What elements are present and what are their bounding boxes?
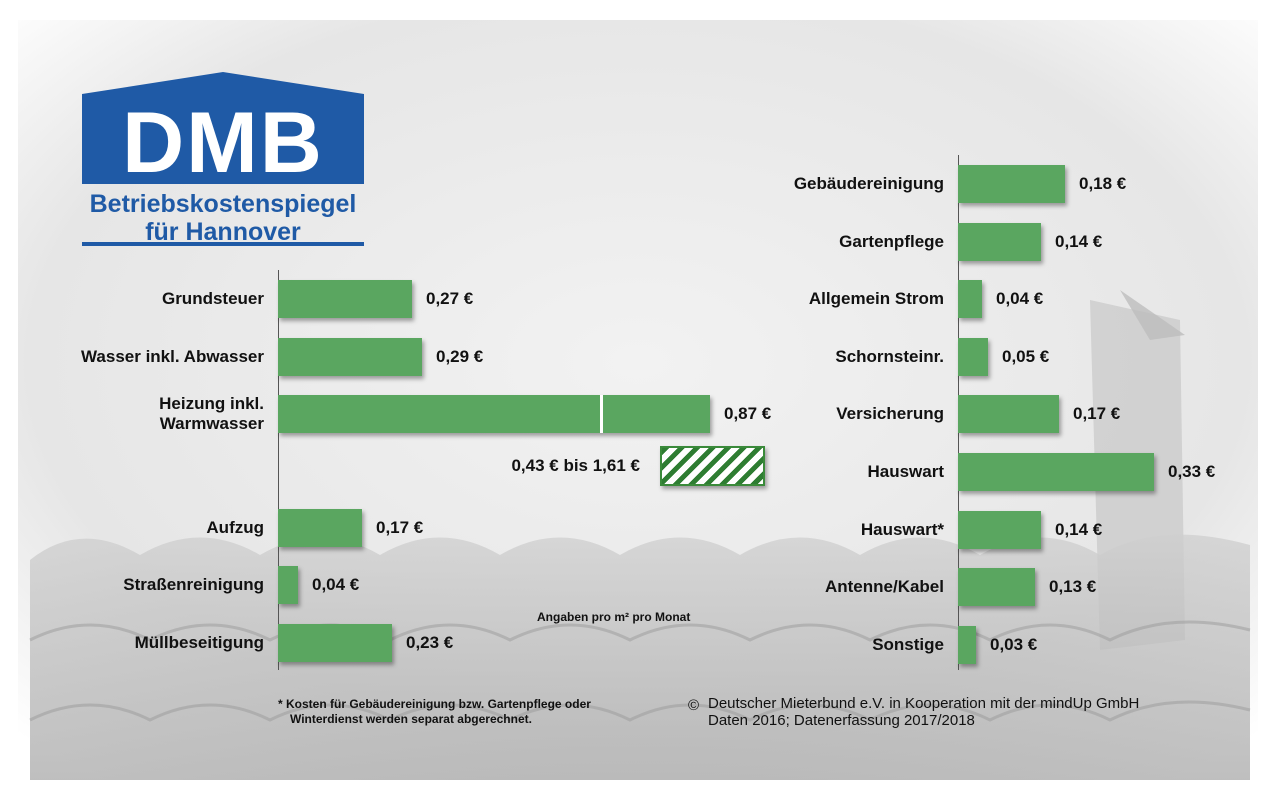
logo-line2: für Hannover	[145, 218, 301, 246]
value-label: 0,03 €	[990, 635, 1038, 654]
bar	[958, 338, 988, 376]
bar	[278, 338, 422, 376]
category-label: Aufzug	[206, 518, 264, 537]
bar	[958, 165, 1065, 203]
value-label: 0,13 €	[1049, 577, 1097, 596]
category-label: Heizung inkl. Warmwasser	[159, 394, 264, 433]
copyright-symbol: ©	[688, 697, 700, 714]
value-label: 0,18 €	[1079, 174, 1127, 193]
footnote-line1: * Kosten für Gebäudereinigung bzw. Garte…	[278, 697, 591, 711]
value-label: 0,14 €	[1055, 520, 1103, 539]
category-label: Sonstige	[872, 635, 944, 654]
logo-line1: Betriebskostenspiegel	[90, 190, 357, 218]
category-label: Müllbeseitigung	[134, 633, 264, 652]
value-label: 0,33 €	[1168, 462, 1216, 481]
category-label: Allgemein Strom	[808, 289, 944, 308]
footnote-line2: Winterdienst werden separat abgerechnet.	[290, 712, 532, 726]
category-label: Schornsteinr.	[835, 347, 944, 366]
category-label: Grundsteuer	[161, 289, 264, 308]
value-label: 0,23 €	[406, 633, 454, 652]
value-label: 0,27 €	[426, 289, 474, 308]
chart-axis	[278, 270, 279, 670]
category-label: Versicherung	[836, 404, 944, 423]
copyright-line2: Daten 2016; Datenerfassung 2017/2018	[708, 712, 975, 729]
bar	[958, 453, 1154, 491]
bar	[958, 626, 976, 664]
value-label: 0,17 €	[376, 518, 424, 537]
category-label: Hauswart	[867, 462, 944, 481]
bar	[958, 511, 1041, 549]
bar	[958, 280, 982, 318]
category-label: Antenne/Kabel	[824, 577, 944, 596]
dmb-logo: DMB Betriebskostenspiegel für Hannover	[82, 72, 364, 246]
bar	[278, 566, 298, 604]
category-label: Straßenreinigung	[123, 575, 264, 594]
unit-note: Angaben pro m² pro Monat	[537, 610, 691, 624]
range-hatched-bar	[660, 446, 765, 486]
bar	[278, 280, 412, 318]
category-label: Wasser inkl. Abwasser	[81, 347, 264, 366]
value-label: 0,04 €	[996, 289, 1044, 308]
value-label: 0,04 €	[312, 575, 360, 594]
value-label: 0,14 €	[1055, 232, 1103, 251]
bar	[278, 509, 362, 547]
bar	[958, 568, 1035, 606]
bar	[958, 223, 1041, 261]
category-label: Gebäudereinigung	[793, 174, 944, 193]
range-label: 0,43 € bis 1,61 €	[511, 456, 640, 475]
bar	[278, 395, 710, 433]
category-label: Hauswart*	[860, 520, 944, 539]
copyright-line1: Deutscher Mieterbund e.V. in Kooperation…	[708, 695, 1140, 712]
value-label: 0,87 €	[724, 404, 772, 423]
bar	[958, 395, 1059, 433]
category-label: Gartenpflege	[839, 232, 944, 251]
logo-brand: DMB	[122, 95, 324, 191]
value-label: 0,29 €	[436, 347, 484, 366]
bar	[278, 624, 392, 662]
value-label: 0,17 €	[1073, 404, 1121, 423]
value-label: 0,05 €	[1002, 347, 1050, 366]
